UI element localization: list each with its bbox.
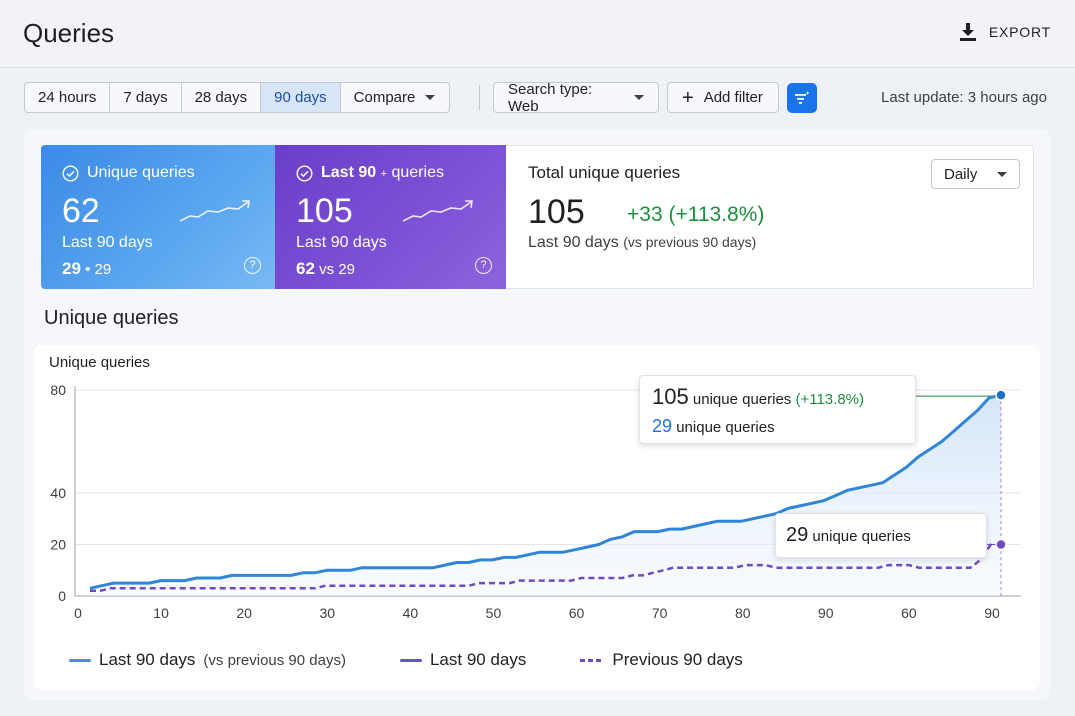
x-tick-label: 70 bbox=[652, 605, 668, 621]
data-point-current bbox=[995, 389, 1007, 401]
y-tick-label: 0 bbox=[58, 588, 66, 604]
help-icon[interactable]: ? bbox=[244, 257, 261, 274]
compare-dropdown[interactable]: Compare bbox=[341, 83, 450, 112]
granularity-label: Daily bbox=[944, 165, 978, 183]
export-label: EXPORT bbox=[988, 24, 1051, 40]
x-tick-label: 40 bbox=[403, 605, 419, 621]
add-filter-label: Add filter bbox=[703, 89, 763, 106]
filter-sparkle-icon bbox=[795, 91, 810, 104]
y-tick-label: 20 bbox=[50, 537, 66, 553]
help-icon[interactable]: ? bbox=[475, 257, 492, 274]
chart-title: Unique queries bbox=[49, 354, 150, 371]
range-24-hours[interactable]: 24 hours bbox=[25, 83, 111, 112]
export-button[interactable]: EXPORT bbox=[959, 22, 1051, 42]
x-tick-label: 30 bbox=[319, 605, 335, 621]
total-period: Last 90 days (vs previous 90 days) bbox=[528, 234, 757, 251]
line-chart: 0 20 40 80 0 10 20 30 40 50 60 70 80 90 60 90 bbox=[50, 382, 1021, 621]
x-tick-label: 60 bbox=[569, 605, 585, 621]
chevron-down-icon bbox=[997, 171, 1007, 177]
range-28-days[interactable]: 28 days bbox=[182, 83, 262, 112]
compare-label: Compare bbox=[353, 89, 416, 106]
x-tick-label: 90 bbox=[984, 605, 1000, 621]
granularity-dropdown[interactable]: Daily bbox=[931, 159, 1020, 189]
y-tick-label: 40 bbox=[50, 485, 66, 501]
legend-item-last-90-vs-previous[interactable]: Last 90 days (vs previous 90 days) bbox=[69, 650, 346, 670]
section-title: Unique queries bbox=[44, 307, 179, 329]
check-circle-icon bbox=[296, 164, 313, 182]
series-line-last-90-days bbox=[89, 393, 1002, 590]
metric-footer: 62 vs 29 bbox=[296, 259, 355, 278]
toolbar: 24 hours 7 days 28 days 90 days Compare … bbox=[0, 80, 1075, 115]
plus-icon: + bbox=[682, 86, 694, 109]
add-filter-button[interactable]: + Add filter bbox=[667, 82, 779, 113]
metric-card-last-90-queries[interactable]: Last 90 + queries 105 Last 90 days 62 vs… bbox=[275, 145, 506, 289]
total-title: Total unique queries bbox=[528, 163, 681, 182]
search-type-label: Search type: Web bbox=[508, 80, 593, 115]
x-tick-label: 20 bbox=[236, 605, 252, 621]
tooltip-current: 105 unique queries (+113.8%) 29 unique q… bbox=[639, 375, 916, 444]
x-tick-label: 50 bbox=[486, 605, 502, 621]
x-tick-label: 60 bbox=[901, 605, 917, 621]
metric-label: Unique queries bbox=[62, 164, 195, 182]
legend-item-last-90[interactable]: Last 90 days bbox=[399, 650, 526, 670]
total-value: 105 bbox=[528, 193, 585, 231]
data-point-previous bbox=[995, 538, 1007, 551]
trend-sparkline-icon bbox=[179, 200, 250, 222]
metric-footer: 29 • 29 bbox=[62, 259, 112, 278]
chevron-down-icon bbox=[634, 95, 644, 100]
check-circle-icon bbox=[62, 164, 79, 182]
chart-legend: Last 90 days (vs previous 90 days) Last … bbox=[69, 649, 797, 671]
download-icon bbox=[959, 23, 976, 41]
series-line-previous-90-days bbox=[90, 543, 1001, 593]
x-tick-label: 90 bbox=[818, 605, 834, 621]
metric-value: 105 bbox=[296, 192, 353, 230]
total-unique-queries-card: Total unique queries 105 +33 (+113.8%) L… bbox=[506, 145, 1034, 289]
page-header: Queries EXPORT bbox=[0, 0, 1075, 68]
metric-label: Last 90 + queries bbox=[296, 164, 444, 182]
x-tick-label: 80 bbox=[735, 605, 751, 621]
legend-item-previous-90[interactable]: Previous 90 days bbox=[580, 650, 743, 670]
filter-settings-button[interactable] bbox=[787, 83, 817, 113]
page-title: Queries bbox=[23, 18, 115, 48]
date-range-selector: 24 hours 7 days 28 days 90 days Compare bbox=[24, 82, 451, 113]
x-tick-label: 10 bbox=[153, 605, 169, 621]
chart-card: Unique queries 0 20 40 80 0 10 20 30 40 50 60 70 80 9… bbox=[34, 345, 1040, 690]
range-7-days[interactable]: 7 days bbox=[110, 83, 182, 112]
chevron-down-icon bbox=[425, 95, 436, 100]
search-type-dropdown[interactable]: Search type: Web bbox=[493, 80, 659, 115]
metric-period: Last 90 days bbox=[296, 234, 387, 251]
last-update-text: Last update: 3 hours ago bbox=[881, 89, 1047, 106]
total-delta: +33 (+113.8%) bbox=[627, 203, 765, 226]
metric-period: Last 90 days bbox=[62, 234, 153, 251]
area-fill bbox=[90, 395, 1001, 596]
metric-card-unique-queries[interactable]: Unique queries 62 Last 90 days 29 • 29 ? bbox=[41, 145, 275, 289]
trend-sparkline-icon bbox=[402, 200, 473, 222]
range-90-days[interactable]: 90 days bbox=[261, 83, 341, 112]
toolbar-divider bbox=[479, 85, 480, 110]
metric-value: 62 bbox=[62, 192, 100, 230]
x-tick-label: 0 bbox=[74, 605, 82, 621]
tooltip-previous: 29 unique queries bbox=[775, 513, 987, 558]
y-tick-label: 80 bbox=[50, 382, 66, 398]
